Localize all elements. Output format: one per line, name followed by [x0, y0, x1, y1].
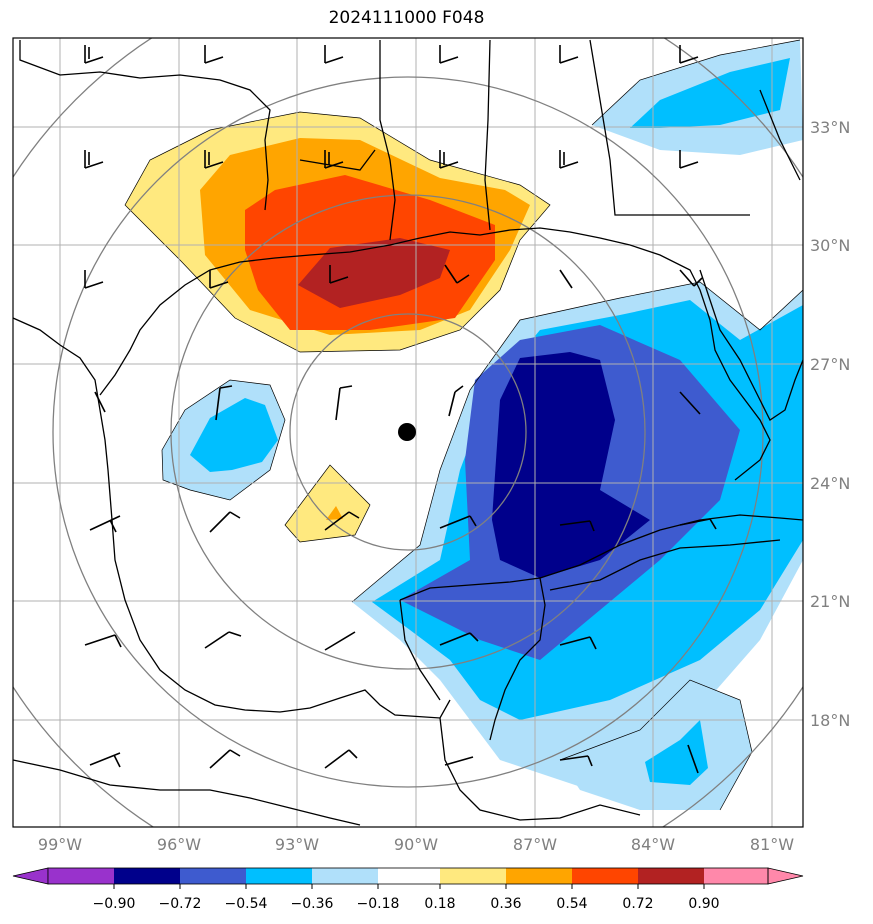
wind-barb — [324, 749, 358, 769]
wind-barb — [324, 45, 344, 64]
wind-barb — [89, 515, 121, 533]
colorbar-tick-label: −0.54 — [225, 896, 268, 912]
wind-barb — [335, 385, 353, 421]
colorbar-tick-label: 0.54 — [556, 896, 587, 912]
wind-barb — [439, 515, 477, 529]
colorbar-segment — [572, 868, 638, 884]
wind-barb — [439, 45, 459, 64]
wind-barb — [559, 755, 593, 767]
colorbar-segment — [704, 868, 768, 884]
colorbar-segment — [312, 868, 378, 884]
colorbar-tick-label: 0.90 — [688, 896, 719, 912]
wind-barb — [444, 756, 474, 766]
wind-barb — [84, 45, 104, 64]
colorbar-frame — [47, 867, 769, 885]
colorbar-tick-label: −0.18 — [357, 896, 400, 912]
wind-barb — [84, 270, 104, 289]
lat-label: 33°N — [810, 118, 850, 137]
colorbar-extend-low — [12, 867, 49, 885]
lat-label: 30°N — [810, 236, 850, 255]
colorbar-segment — [246, 868, 312, 884]
lon-label: 87°W — [513, 835, 557, 854]
wind-barb — [679, 150, 699, 169]
colorbar-tick-label: −0.72 — [159, 896, 202, 912]
map-panel — [13, 38, 803, 827]
colorbar-segment — [180, 868, 246, 884]
wind-barb — [209, 749, 241, 769]
lat-label: 21°N — [810, 592, 850, 611]
contour-pos-small-036 — [326, 506, 343, 520]
colorbar-segment — [638, 868, 704, 884]
colorbar-segment — [48, 868, 114, 884]
contour-fills — [125, 40, 803, 810]
wind-barb — [84, 634, 122, 648]
wind-barb — [679, 518, 717, 530]
wind-barb — [559, 269, 573, 289]
contour-pos-small-018 — [285, 465, 370, 542]
wind-barb — [324, 631, 356, 651]
map-frame — [12, 37, 804, 828]
contour-neg-072 — [492, 352, 650, 578]
lon-label: 90°W — [394, 835, 438, 854]
wind-barb — [559, 636, 597, 650]
lat-label: 27°N — [810, 355, 850, 374]
wind-barb — [204, 45, 224, 64]
lon-label: 84°W — [631, 835, 675, 854]
wind-barb — [559, 520, 595, 532]
wind-barb — [439, 150, 459, 169]
wind-barb — [559, 150, 579, 169]
colorbar-tick-label: −0.90 — [93, 896, 136, 912]
colorbar-extend-high — [767, 867, 804, 885]
colorbar-tick-label: 0.72 — [622, 896, 653, 912]
colorbar-segment — [506, 868, 572, 884]
colorbar-ticks — [113, 884, 705, 889]
lat-label: 24°N — [810, 474, 850, 493]
colorbar: −0.90 −0.72 −0.54 −0.36 −0.18 0.18 0.36 … — [12, 867, 804, 912]
colorbar-segment — [378, 868, 440, 884]
storm-center-marker — [398, 423, 416, 441]
wind-barb — [209, 270, 229, 289]
graticule — [13, 38, 803, 827]
colorbar-segment — [440, 868, 506, 884]
wind-barb — [679, 45, 699, 64]
longitude-labels: 99°W 96°W 93°W 90°W 87°W 84°W 81°W — [38, 835, 794, 854]
latitude-labels: 33°N 30°N 27°N 24°N 21°N 18°N — [810, 118, 850, 730]
colorbar-tick-label: 0.18 — [424, 896, 455, 912]
wind-barb — [439, 632, 479, 646]
lon-label: 93°W — [275, 835, 319, 854]
wind-barb — [84, 150, 104, 169]
wind-barb — [687, 744, 699, 774]
wind-barb — [209, 511, 241, 533]
colorbar-tick-label: −0.36 — [291, 896, 334, 912]
lon-label: 96°W — [157, 835, 201, 854]
wind-barb — [444, 264, 470, 284]
wind-barb — [448, 385, 464, 417]
lon-label: 99°W — [38, 835, 82, 854]
wind-barb — [679, 269, 703, 287]
lon-label: 81°W — [750, 835, 794, 854]
wind-barb — [204, 631, 242, 649]
wind-barb — [559, 45, 579, 64]
wind-barb — [329, 265, 349, 284]
contour-neg-se-036 — [645, 720, 708, 785]
wind-barb — [89, 752, 121, 768]
lat-label: 18°N — [810, 711, 850, 730]
wind-barb — [94, 391, 106, 413]
contour-pos-072 — [298, 238, 450, 308]
coastlines — [13, 39, 803, 826]
contour-neg-w-036 — [190, 398, 278, 472]
contour-neg-se-018 — [560, 680, 752, 810]
colorbar-tick-label: 0.36 — [490, 896, 521, 912]
map-title: 2024111000 F048 — [328, 8, 485, 28]
wind-barb — [324, 150, 344, 169]
wind-barb — [215, 385, 233, 421]
colorbar-segment — [114, 868, 180, 884]
wind-barb — [204, 150, 224, 169]
wind-barb — [324, 511, 360, 531]
wind-barbs — [84, 45, 717, 774]
range-rings — [13, 38, 803, 827]
wind-barb — [679, 391, 701, 415]
